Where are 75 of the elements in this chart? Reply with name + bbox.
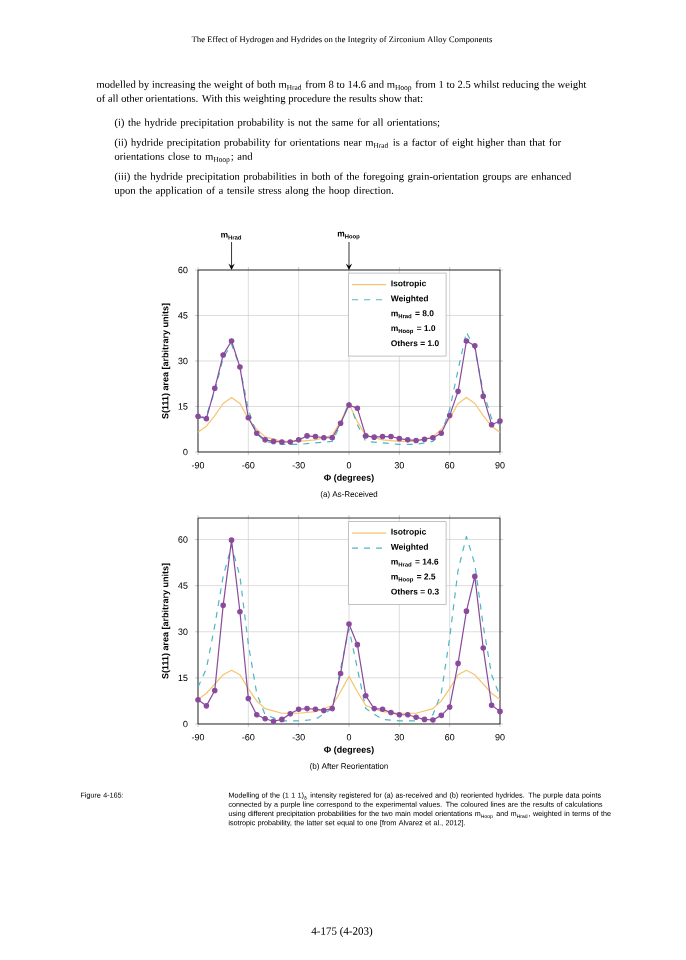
point: [362, 433, 369, 439]
point: [287, 711, 294, 717]
point: [237, 608, 243, 615]
point: [228, 338, 235, 344]
point: [245, 695, 252, 702]
point: [237, 364, 243, 370]
point: [354, 405, 361, 412]
point: [346, 621, 352, 627]
point: [455, 388, 461, 395]
point: [295, 706, 302, 713]
point: [413, 437, 419, 444]
point: [446, 704, 453, 710]
point: [480, 645, 487, 651]
point: [388, 433, 394, 440]
point: [396, 435, 403, 442]
point: [346, 402, 352, 408]
point: [488, 421, 495, 428]
point: [472, 573, 478, 580]
point: [497, 418, 503, 424]
point: [329, 705, 336, 712]
point: [371, 705, 377, 712]
point: [279, 439, 285, 445]
point: [195, 413, 201, 420]
point: [287, 439, 294, 445]
point: [228, 537, 235, 543]
point: [337, 670, 344, 677]
point: [455, 660, 461, 667]
point: [488, 702, 495, 709]
point: [388, 709, 394, 716]
point: [270, 438, 277, 445]
point: [262, 715, 268, 722]
point: [329, 434, 336, 441]
point: [279, 716, 285, 723]
point: [312, 706, 319, 713]
point: [379, 706, 386, 713]
point: [211, 385, 218, 392]
point: [304, 433, 310, 439]
point: [354, 641, 361, 648]
point: [371, 434, 377, 440]
point: [438, 712, 445, 719]
point: [304, 705, 310, 712]
point: [413, 714, 419, 721]
point: [497, 708, 503, 715]
point: [430, 434, 436, 441]
point: [430, 717, 436, 723]
point: [312, 433, 319, 440]
point: [337, 420, 344, 426]
point: [472, 343, 478, 349]
point: [220, 352, 226, 358]
point: [321, 434, 327, 441]
point: [203, 703, 210, 709]
point: [379, 433, 386, 440]
point: [463, 338, 470, 344]
point: [404, 711, 411, 718]
point: [270, 718, 277, 725]
point: [220, 602, 226, 609]
point: [295, 437, 302, 443]
point: [245, 414, 252, 421]
point: [253, 430, 260, 436]
point: [421, 716, 428, 723]
point: [480, 393, 487, 399]
point: [253, 711, 260, 718]
point: [195, 696, 201, 703]
line-series: [197, 396, 501, 442]
point: [362, 692, 369, 699]
point: [463, 608, 470, 614]
point: [404, 437, 411, 443]
point: [262, 437, 268, 443]
point: [211, 687, 218, 694]
point: [438, 430, 445, 436]
point: [203, 415, 210, 422]
point: [446, 412, 453, 419]
point: [396, 711, 403, 718]
point: [421, 436, 428, 443]
point: [321, 707, 327, 714]
